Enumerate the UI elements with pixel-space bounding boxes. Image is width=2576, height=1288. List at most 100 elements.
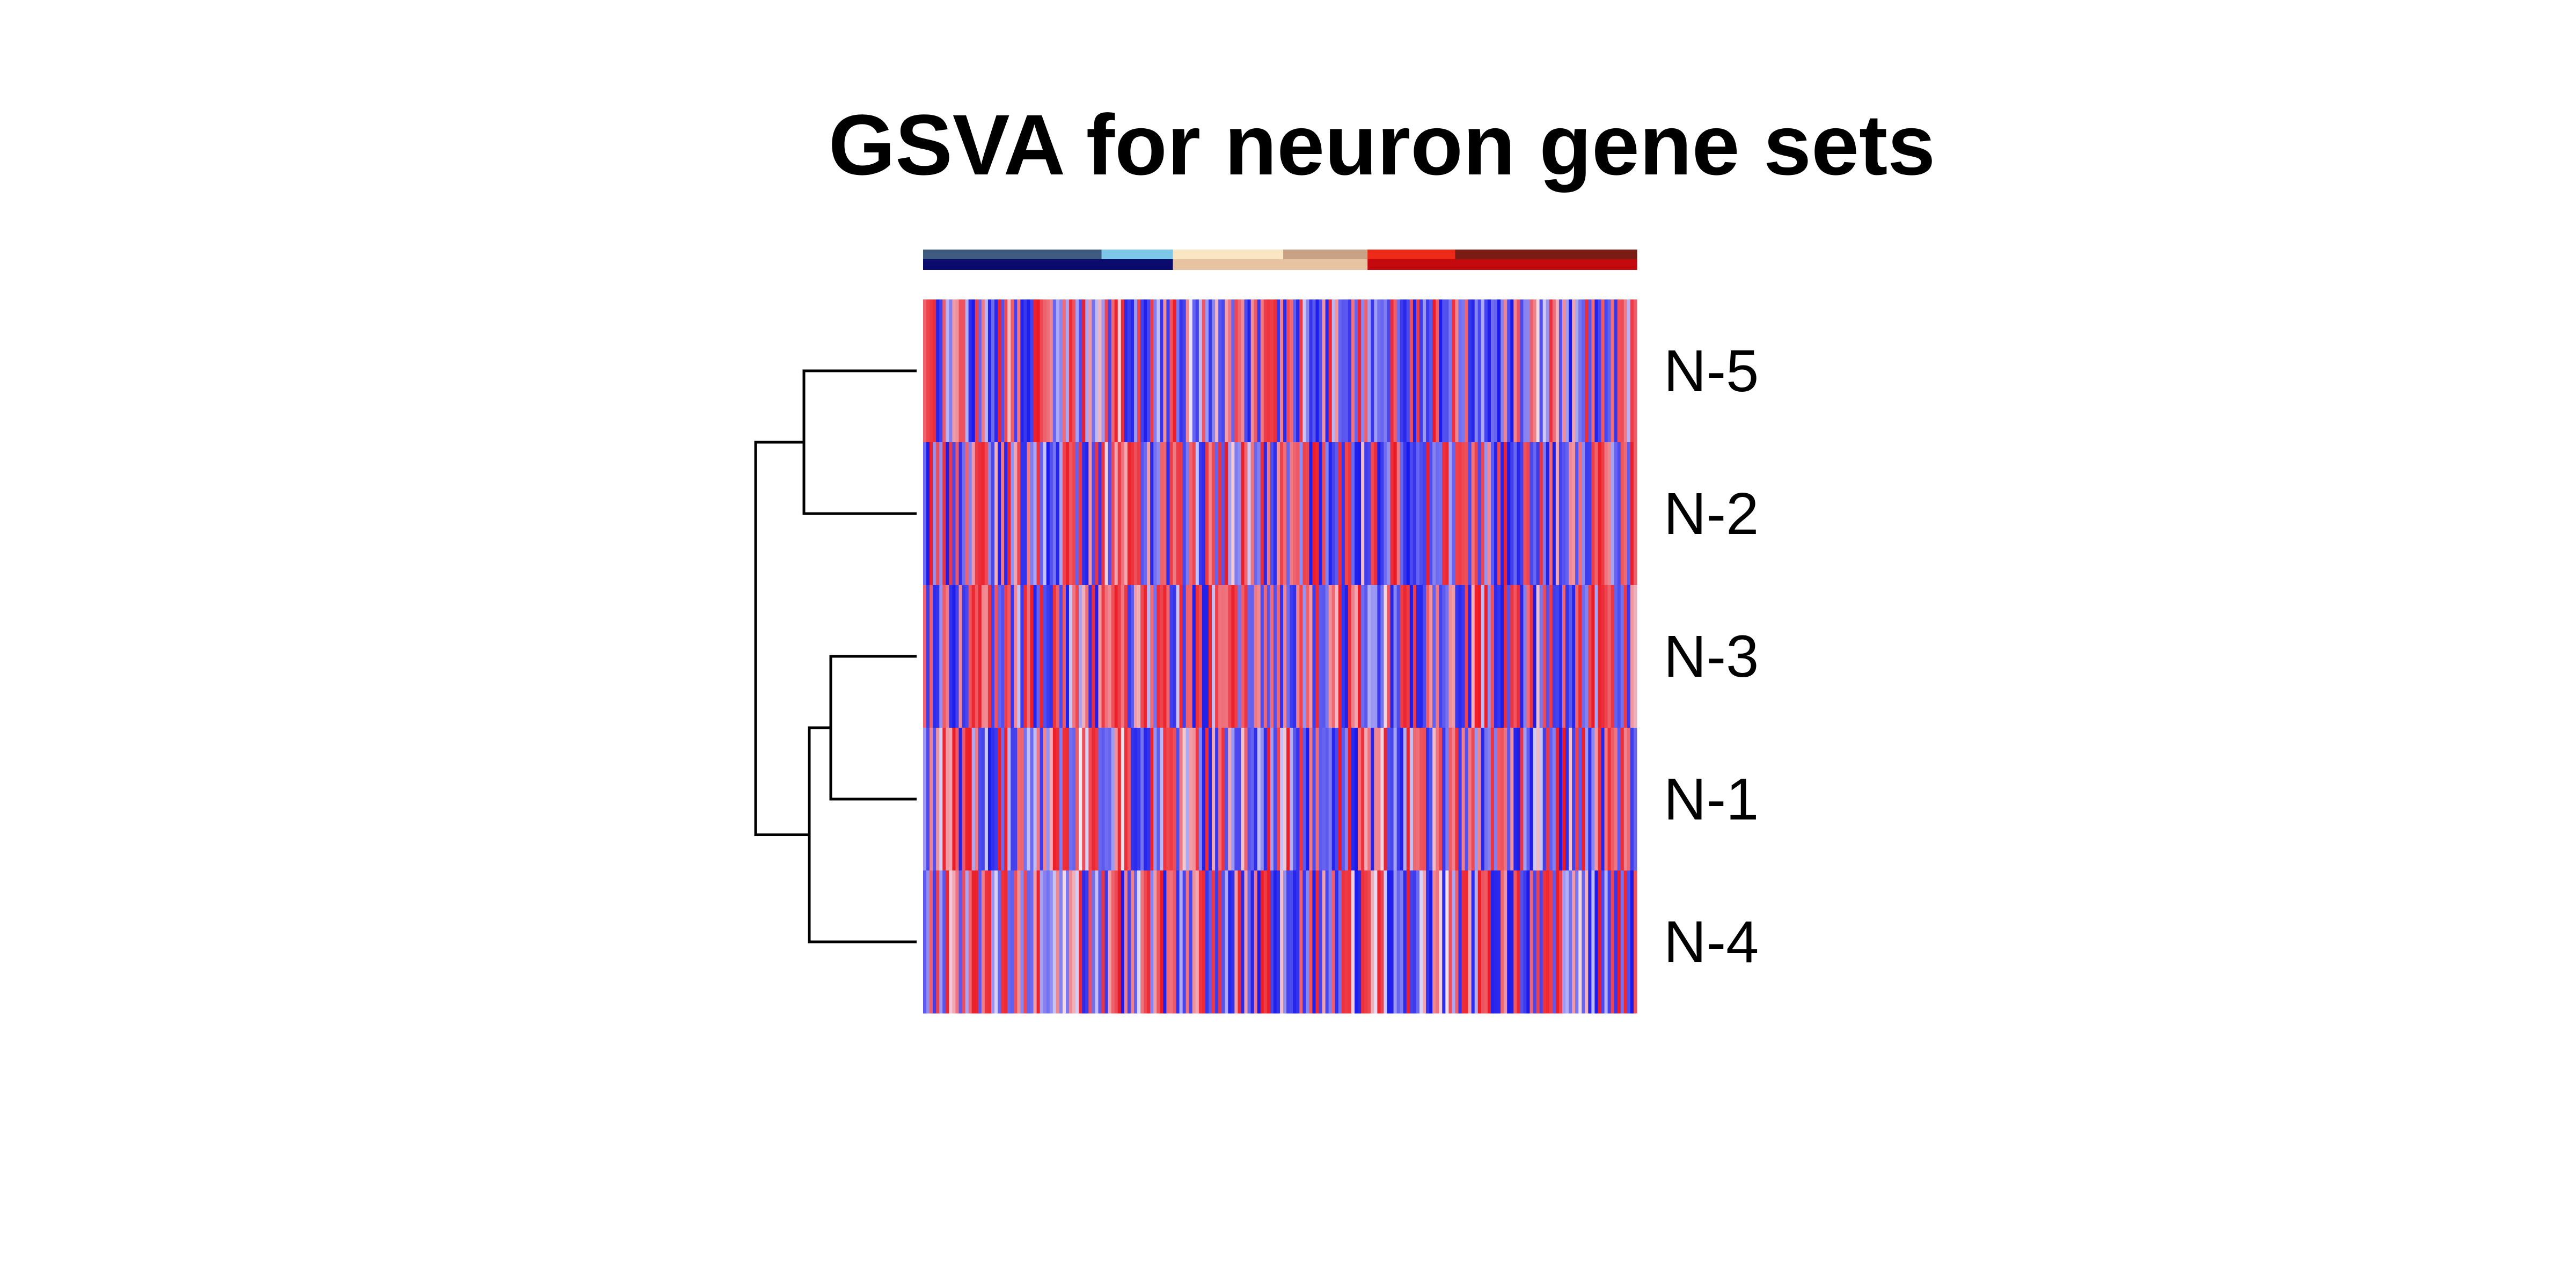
heatmap-cell [1221, 585, 1225, 728]
heatmap-cell [1228, 585, 1232, 728]
heatmap-cell [1390, 442, 1394, 586]
heatmap-cell [1215, 870, 1219, 1014]
heatmap-cell [1315, 870, 1320, 1014]
heatmap-cell [1358, 870, 1362, 1014]
annotation-track-1-segment-5 [1367, 250, 1456, 259]
heatmap-cell [1007, 585, 1011, 728]
heatmap-cell [1344, 728, 1349, 871]
heatmap-cell [1040, 585, 1044, 728]
heatmap-cell [1393, 870, 1397, 1014]
heatmap-cell [1121, 585, 1125, 728]
heatmap-cell [1117, 728, 1122, 871]
heatmap-cell [1331, 442, 1336, 586]
heatmap-cell [1144, 585, 1147, 728]
heatmap-cell [1117, 442, 1122, 586]
heatmap-cell [1572, 585, 1576, 728]
heatmap-cell [1591, 728, 1595, 871]
heatmap-cell [1533, 728, 1537, 871]
heatmap-cell [998, 585, 1001, 728]
heatmap-cell [1377, 585, 1381, 728]
heatmap-cell [1049, 728, 1053, 871]
heatmap-cell [1542, 299, 1547, 443]
heatmap-cell [952, 870, 956, 1014]
heatmap-cell [1474, 870, 1479, 1014]
heatmap-cell [1101, 585, 1106, 728]
heatmap-cell [1030, 299, 1034, 443]
heatmap-cell [1276, 299, 1280, 443]
heatmap-cell [1338, 585, 1342, 728]
row-labels: N-5 N-2 N-3 N-1 N-4 [1664, 338, 1759, 975]
heatmap-cell [1403, 585, 1407, 728]
heatmap-cell [1371, 728, 1374, 871]
heatmap-cell [1173, 585, 1177, 728]
heatmap-cell [1477, 299, 1482, 443]
heatmap-cell [1468, 728, 1472, 871]
heatmap-cell [1101, 870, 1106, 1014]
heatmap-cell [1393, 442, 1397, 586]
heatmap-cell [1017, 585, 1021, 728]
heatmap-cell [1331, 870, 1336, 1014]
heatmap-cell [991, 728, 995, 871]
heatmap-cell [1160, 585, 1163, 728]
heatmap-cell [1017, 442, 1021, 586]
heatmap-cell [1403, 442, 1407, 586]
heatmap-cell [1497, 870, 1501, 1014]
heatmap-cell [984, 299, 989, 443]
heatmap-cell [1413, 299, 1417, 443]
heatmap-cell [1552, 728, 1556, 871]
heatmap-cell [1198, 870, 1203, 1014]
heatmap-cell [1338, 728, 1342, 871]
heatmap-cell [1471, 442, 1475, 586]
heatmap-cell [1351, 870, 1355, 1014]
heatmap-cell [1565, 299, 1569, 443]
heatmap-cell [1355, 870, 1358, 1014]
heatmap-cell [1231, 442, 1235, 586]
row-label-n-4: N-4 [1664, 909, 1759, 975]
heatmap-cell [1052, 585, 1057, 728]
heatmap-cell [1315, 585, 1320, 728]
heatmap-cell [1477, 442, 1482, 586]
heatmap-cell [923, 585, 927, 728]
heatmap-cell [1179, 299, 1183, 443]
heatmap-cell [971, 870, 976, 1014]
heatmap-cell [1429, 442, 1433, 586]
heatmap-cell [1445, 728, 1449, 871]
heatmap-cell [981, 728, 985, 871]
heatmap-cell [1209, 728, 1212, 871]
heatmap-cell [1328, 585, 1333, 728]
heatmap-cell [1364, 728, 1368, 871]
heatmap-cell [1280, 870, 1284, 1014]
heatmap-cell [1209, 870, 1212, 1014]
heatmap-cell [1108, 442, 1112, 586]
heatmap-cell [1296, 299, 1300, 443]
heatmap-cell [1011, 585, 1014, 728]
heatmap-cell [1448, 728, 1452, 871]
heatmap-cell [1426, 442, 1430, 586]
heatmap-cell [1442, 442, 1446, 586]
heatmap-cell [1432, 728, 1436, 871]
heatmap-cell [1095, 585, 1099, 728]
heatmap-cell [1520, 442, 1524, 586]
heatmap-cell [1163, 442, 1167, 586]
heatmap-cell [1244, 728, 1248, 871]
heatmap-cell [1137, 585, 1141, 728]
heatmap-cell [1082, 728, 1086, 871]
heatmap-cell [1059, 728, 1063, 871]
heatmap-cell [1549, 585, 1553, 728]
heatmap-cell [1195, 442, 1199, 586]
heatmap-cell [1283, 870, 1287, 1014]
heatmap-cell [1088, 728, 1092, 871]
heatmap-cell [1238, 299, 1241, 443]
heatmap-cell [1484, 299, 1488, 443]
heatmap-cell [1127, 728, 1131, 871]
heatmap-cell [1371, 299, 1374, 443]
heatmap-cell [1218, 299, 1222, 443]
heatmap-cell [1046, 299, 1050, 443]
heatmap-cell [1179, 870, 1183, 1014]
heatmap-cell [1088, 299, 1092, 443]
row-label-n-1: N-1 [1664, 766, 1759, 832]
heatmap-cell [1497, 442, 1501, 586]
heatmap-cell [1001, 442, 1005, 586]
heatmap-cell [1137, 299, 1141, 443]
heatmap-cell [1623, 585, 1628, 728]
